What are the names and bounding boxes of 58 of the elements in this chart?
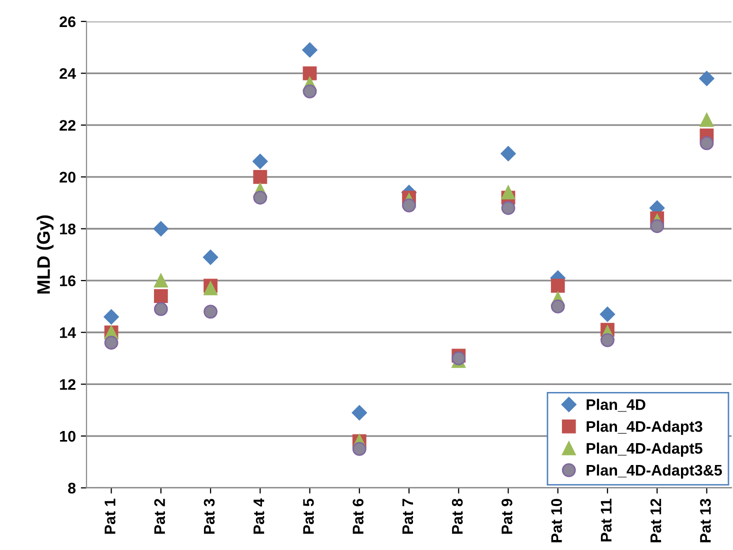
point <box>302 84 317 98</box>
y-axis-title: MLD (Gy) <box>36 215 54 294</box>
point <box>352 405 367 420</box>
point <box>253 170 268 184</box>
point <box>153 221 168 236</box>
point <box>154 289 168 304</box>
point <box>600 306 616 322</box>
y-tick-label: 26 <box>60 16 76 28</box>
x-tick-label: Pat 4 <box>254 498 264 534</box>
x-tick-label: Pat 8 <box>452 498 463 534</box>
y-tick-label: 20 <box>60 172 76 183</box>
x-tick-label: Pat 6 <box>352 498 364 534</box>
y-tick-label: 10 <box>60 430 76 442</box>
x-tick-label: Pat 1 <box>104 498 116 534</box>
x-tick-label: Pat 12 <box>650 498 662 542</box>
y-tick-label: 16 <box>60 275 76 286</box>
point <box>104 336 118 350</box>
point <box>202 250 218 265</box>
point <box>352 442 366 456</box>
point <box>501 201 516 215</box>
y-tick-label: 22 <box>60 120 76 131</box>
x-tick-label: Pat 11 <box>600 498 612 542</box>
point <box>302 42 318 58</box>
x-tick-label: Pat 5 <box>303 498 314 534</box>
y-tick-label: 18 <box>60 224 76 234</box>
point <box>550 278 565 293</box>
x-tick-label: Pat 7 <box>402 498 414 534</box>
point <box>154 274 168 288</box>
point <box>700 136 714 150</box>
y-tick-label: 8 <box>68 482 76 494</box>
point <box>154 302 168 316</box>
point <box>699 70 714 86</box>
point <box>104 309 119 324</box>
legend-label: Plan_4D-Adapt3&5 <box>586 464 722 479</box>
y-tick-label: 24 <box>60 68 76 79</box>
legend-label: Plan_4D-Adapt3 <box>586 420 702 435</box>
y-tick-label: 14 <box>60 327 76 338</box>
point <box>452 351 466 366</box>
x-tick-label: Pat 13 <box>700 498 711 542</box>
x-tick-label: Pat 3 <box>204 498 215 534</box>
point <box>253 190 268 205</box>
point <box>650 219 664 234</box>
point <box>501 186 516 200</box>
point <box>550 300 565 314</box>
point <box>402 198 416 212</box>
point <box>204 281 218 296</box>
point <box>302 66 317 80</box>
point <box>700 112 714 127</box>
x-tick-label: Pat 9 <box>502 498 512 534</box>
x-tick-label: Pat 2 <box>154 498 166 534</box>
point <box>600 333 614 348</box>
point <box>204 304 218 319</box>
point <box>252 154 268 169</box>
legend-label: Plan_4D <box>586 398 646 412</box>
x-tick-label: Pat 10 <box>551 498 562 542</box>
point <box>500 146 516 162</box>
y-tick-label: 12 <box>60 379 76 390</box>
legend-label: Plan_4D-Adapt5 <box>586 442 702 457</box>
